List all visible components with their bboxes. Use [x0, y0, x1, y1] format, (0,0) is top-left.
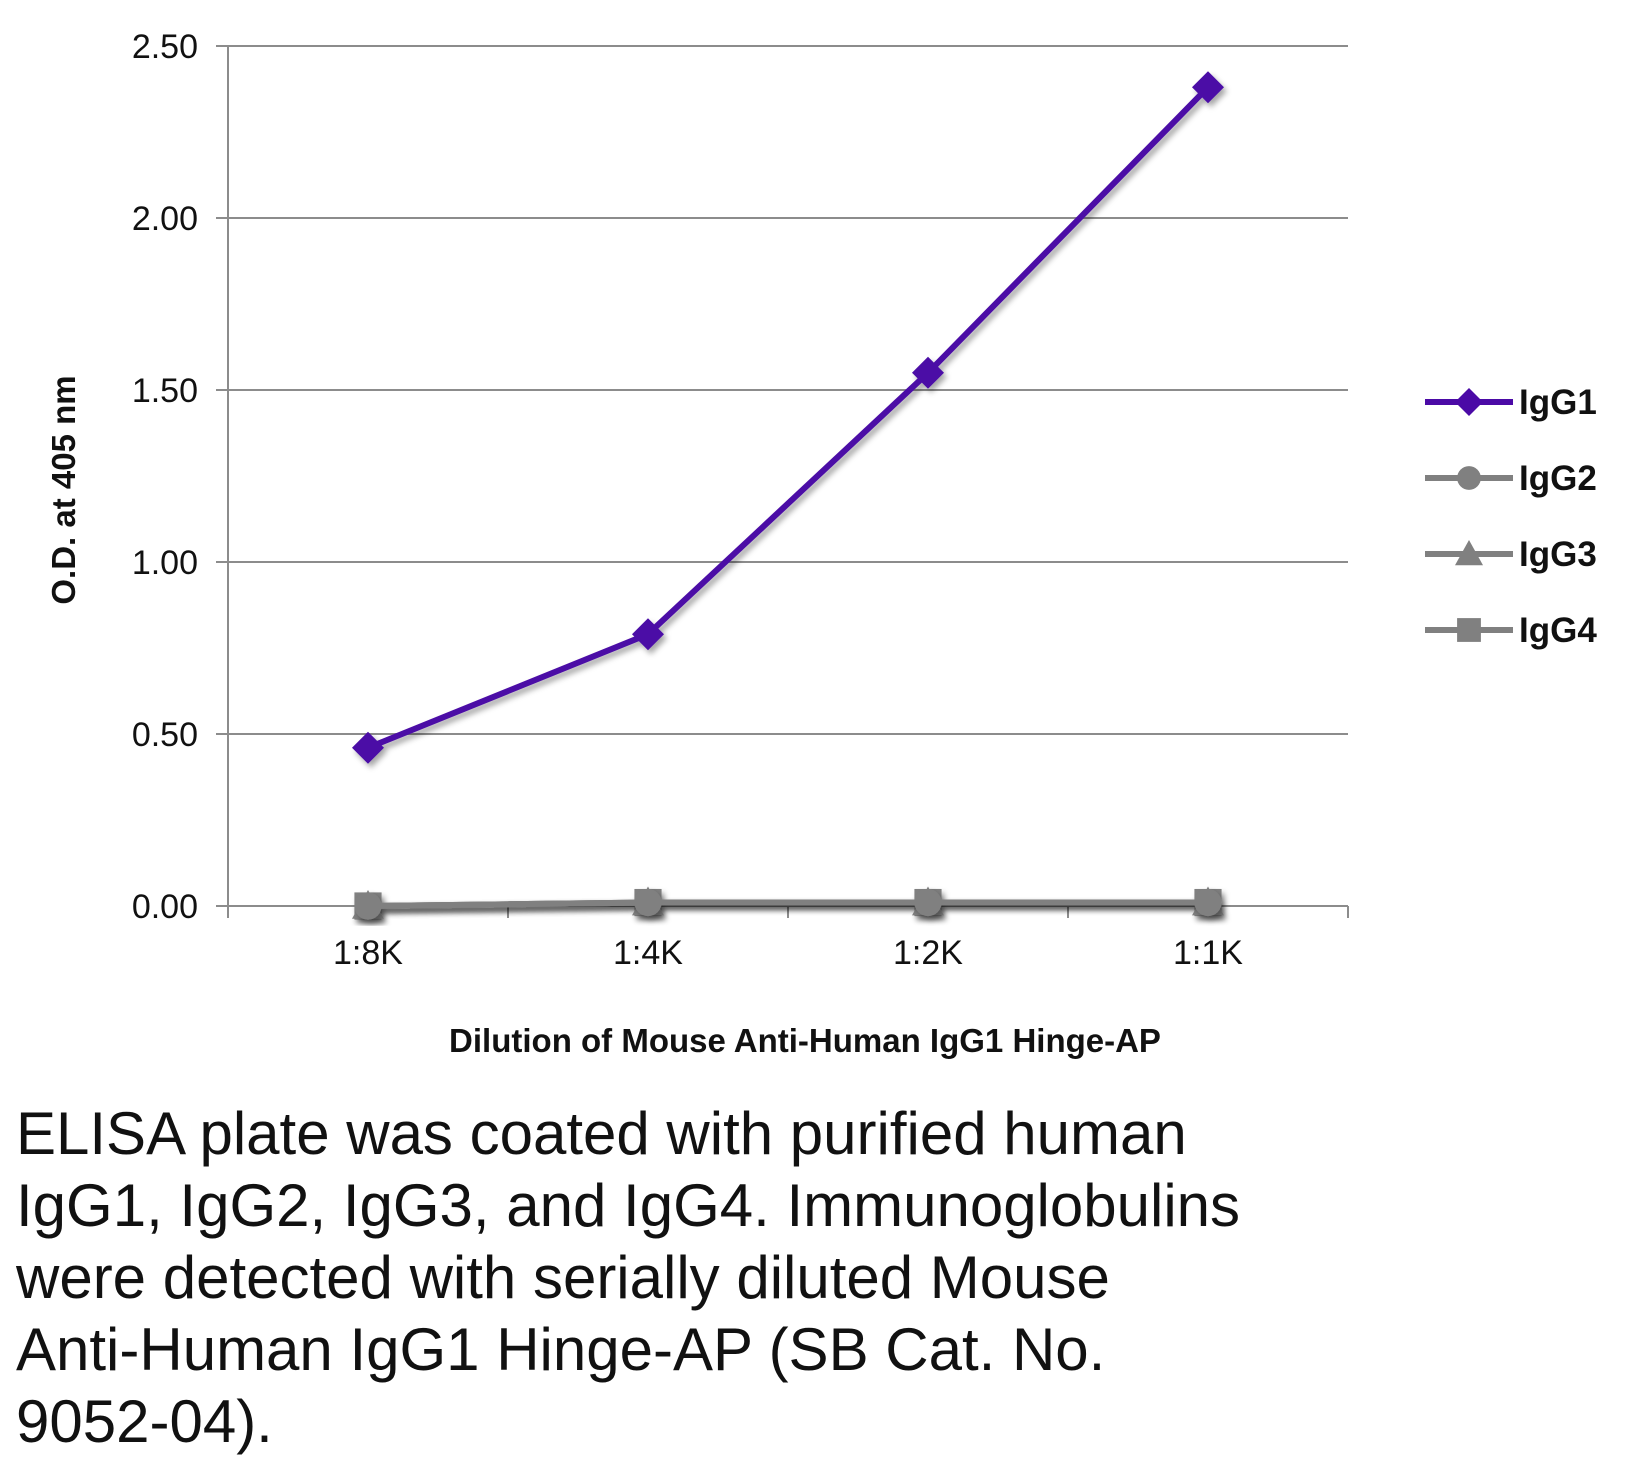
data-point-igg1	[352, 731, 384, 764]
legend-item-igg3: IgG3	[1425, 535, 1597, 574]
legend-label: IgG2	[1519, 459, 1597, 498]
legend-label: IgG1	[1519, 383, 1597, 422]
data-point-igg1	[912, 356, 944, 389]
axes: 0.00 0.50 1.00 1.50 2.00 2.50 1:8K 1:4K 1:2K 1:1K	[132, 28, 1349, 972]
legend-swatch-marker	[1457, 466, 1481, 490]
data-point-igg1	[632, 618, 664, 651]
series-igg1	[352, 71, 1224, 764]
legend-item-igg2: IgG2	[1425, 459, 1597, 498]
series-group	[352, 71, 1224, 920]
legend-label: IgG4	[1519, 611, 1597, 650]
x-tick-label: 1:2K	[893, 934, 963, 972]
data-point-igg1	[1192, 71, 1224, 104]
x-tick-label: 1:4K	[613, 934, 683, 972]
legend-item-igg4: IgG4	[1425, 611, 1597, 650]
x-axis-title: Dilution of Mouse Anti-Human IgG1 Hinge-…	[449, 1022, 1161, 1059]
y-tick-label: 1.50	[132, 372, 198, 410]
legend: IgG1 IgG2 IgG3 IgG4	[1425, 383, 1597, 650]
legend-swatch-marker	[1455, 388, 1483, 416]
legend-swatch-marker	[1455, 540, 1483, 566]
legend-label: IgG3	[1519, 535, 1597, 574]
figure-caption: ELISA plate was coated with purified hum…	[16, 1100, 1241, 1455]
y-tick-label: 2.00	[132, 200, 198, 238]
gridlines	[228, 45, 1348, 735]
x-tick-label: 1:1K	[1173, 934, 1243, 972]
legend-swatch-marker	[1457, 618, 1481, 642]
series-igg2	[354, 888, 1222, 920]
y-tick-label: 0.00	[132, 888, 198, 926]
data-point-igg2	[354, 892, 382, 920]
y-axis-title: O.D. at 405 nm	[45, 375, 82, 604]
legend-item-igg1: IgG1	[1425, 383, 1597, 422]
data-point-igg2	[1194, 888, 1222, 917]
y-tick-label: 1.00	[132, 544, 198, 582]
series-line-igg1	[365, 84, 1211, 751]
data-point-igg2	[914, 888, 942, 917]
x-tick-label: 1:8K	[333, 934, 403, 972]
data-point-igg2	[634, 888, 662, 917]
series-line-igg2	[365, 899, 1211, 909]
elisa-line-chart: 0.00 0.50 1.00 1.50 2.00 2.50 1:8K 1:4K 1:2K 1:1K…	[45, 28, 1597, 1059]
y-tick-label: 0.50	[132, 716, 198, 754]
y-tick-label: 2.50	[132, 28, 198, 66]
